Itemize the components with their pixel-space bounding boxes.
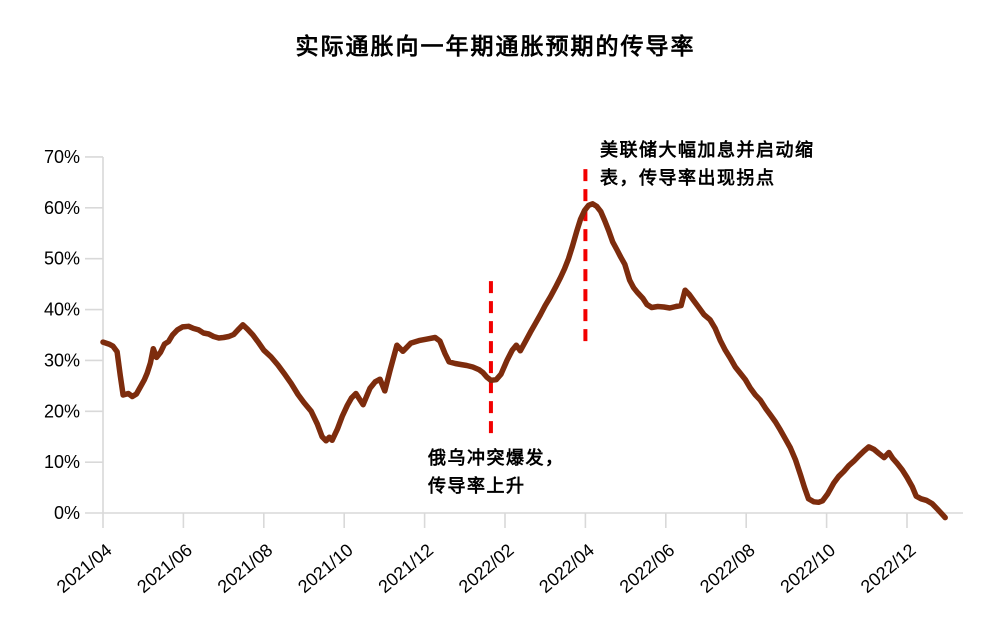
x-axis-label: 2021/06 [133, 540, 196, 597]
x-axis-label: 2021/10 [294, 540, 357, 597]
x-axis-label: 2022/12 [857, 540, 920, 597]
y-axis-label: 50% [44, 249, 80, 269]
x-axis-label: 2022/06 [616, 540, 679, 597]
axes [85, 156, 963, 528]
y-axis-label: 30% [44, 350, 80, 370]
y-axis-label: 60% [44, 198, 80, 218]
x-axis-label: 2022/08 [696, 540, 759, 597]
y-axis-label: 10% [44, 452, 80, 472]
y-axis-label: 20% [44, 401, 80, 421]
annotation-fed-hike: 美联储大幅加息并启动缩 表，传导率出现拐点 [600, 140, 815, 188]
x-axis-label: 2021/04 [53, 540, 116, 597]
annotation-war-outbreak: 俄乌冲突爆发， 传导率上升 [428, 448, 565, 496]
x-axis-label: 2022/04 [535, 540, 598, 597]
x-axis-label: 2021/08 [214, 540, 277, 597]
x-axis-label: 2021/12 [374, 540, 437, 597]
series-line [100, 201, 948, 521]
y-axis-label: 0% [54, 503, 80, 523]
y-axis-label: 40% [44, 300, 80, 320]
y-axis-label: 70% [44, 147, 80, 167]
x-axis-label: 2022/10 [776, 540, 839, 597]
chart-title: 实际通胀向一年期通胀预期的传导率 [295, 33, 696, 59]
data-series [100, 201, 948, 521]
x-axis-label: 2022/02 [455, 540, 518, 597]
event-dashed-lines [488, 163, 588, 434]
